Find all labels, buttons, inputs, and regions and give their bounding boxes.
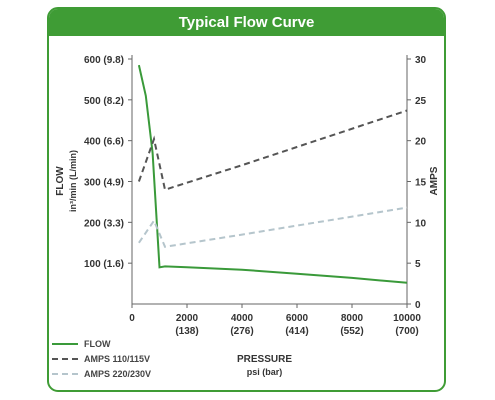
- series-layer: [137, 64, 408, 284]
- left-axis-subtitle: in³/min (L/min): [68, 150, 78, 212]
- left-axis-title: FLOW: [55, 166, 66, 196]
- series-line-1: [137, 109, 408, 191]
- series-line-0: [137, 64, 408, 284]
- legend-item: AMPS 110/115V: [52, 351, 151, 366]
- right-tick-label: 30: [415, 55, 427, 66]
- left-tick-label: 500 (8.2): [84, 96, 124, 107]
- left-tick-label: 600 (9.8): [84, 55, 124, 66]
- legend-item: AMPS 220/230V: [52, 366, 151, 381]
- left-tick-label: 100 (1.6): [84, 259, 124, 270]
- right-axis-title: AMPS: [429, 166, 440, 195]
- right-tick-label: 20: [415, 137, 427, 148]
- x-tick-label: 10000: [393, 313, 421, 324]
- right-tick-label: 5: [415, 259, 421, 270]
- right-tick-label: 15: [415, 178, 427, 189]
- labels-layer: 600 (9.8) 500 (8.2) 400 (6.6) 300 (4.9) 200 …: [55, 55, 440, 377]
- series-line-2: [138, 206, 408, 248]
- legend: FLOW AMPS 110/115V AMPS 220/230V: [52, 336, 151, 381]
- x-tick-sublabel: (552): [340, 326, 363, 337]
- chart-frame: Typical Flow Curve: [47, 7, 446, 392]
- x-tick-label: 4000: [231, 313, 254, 324]
- x-tick-label: 8000: [341, 313, 364, 324]
- legend-swatch: [52, 372, 78, 375]
- x-tick-sublabel: (276): [230, 326, 253, 337]
- legend-label: AMPS 110/115V: [84, 353, 151, 364]
- right-tick-label: 25: [415, 96, 427, 107]
- x-tick-label: 2000: [176, 313, 199, 324]
- legend-swatch: [52, 357, 78, 360]
- x-tick-label: 6000: [286, 313, 309, 324]
- x-tick-sublabel: (414): [285, 326, 308, 337]
- left-tick-label: 200 (3.3): [84, 218, 124, 229]
- x-tick-sublabel: (700): [395, 326, 418, 337]
- right-tick-label: 0: [415, 300, 421, 311]
- legend-swatch: [52, 342, 78, 345]
- left-tick-label: 400 (6.6): [84, 137, 124, 148]
- x-tick-label: 0: [129, 313, 135, 324]
- x-tick-sublabel: (138): [175, 326, 198, 337]
- axes-layer: [128, 55, 411, 308]
- left-tick-label: 300 (4.9): [84, 178, 124, 189]
- legend-label: AMPS 220/230V: [84, 368, 152, 379]
- right-tick-label: 10: [415, 218, 427, 229]
- chart-title: Typical Flow Curve: [49, 9, 444, 36]
- legend-label: FLOW: [84, 338, 111, 349]
- legend-item: FLOW: [52, 336, 151, 351]
- x-axis-title: PRESSURE: [237, 354, 292, 365]
- x-axis-subtitle: psi (bar): [247, 367, 283, 377]
